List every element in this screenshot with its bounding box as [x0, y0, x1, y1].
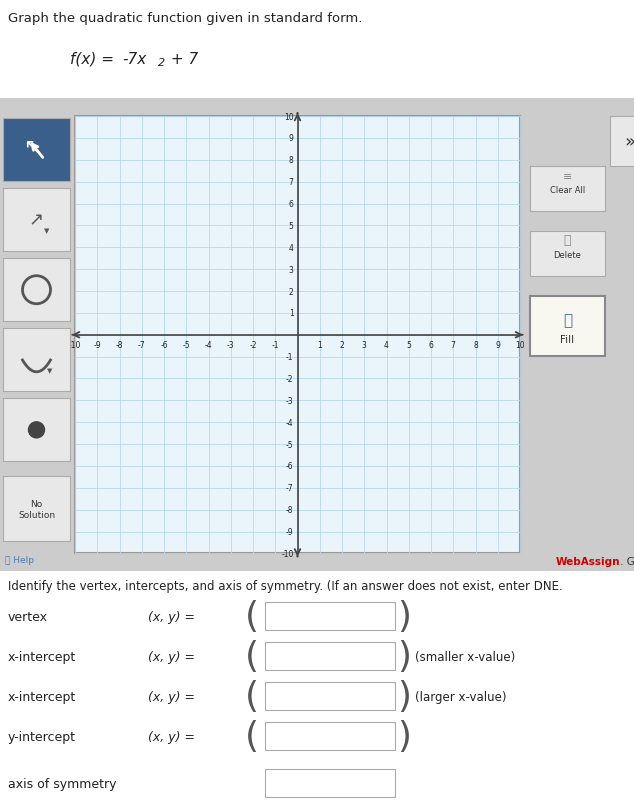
Text: ): )	[397, 599, 411, 633]
Bar	[3, 119, 70, 182]
Text: -3: -3	[227, 341, 235, 350]
Text: 6: 6	[429, 341, 434, 350]
Text: -8: -8	[116, 341, 123, 350]
Text: -5: -5	[183, 341, 190, 350]
Text: 7: 7	[451, 341, 456, 350]
Text: (larger x-value): (larger x-value)	[415, 690, 507, 703]
Bar	[3, 328, 70, 392]
Text: (x, y) =: (x, y) =	[148, 690, 195, 703]
Text: -3: -3	[286, 397, 294, 406]
Bar	[265, 769, 395, 797]
Bar	[265, 642, 395, 671]
Text: -10: -10	[281, 549, 294, 558]
Text: 2: 2	[340, 341, 344, 350]
Text: No
Solution: No Solution	[18, 500, 55, 519]
Bar	[265, 723, 395, 750]
Bar	[75, 117, 520, 554]
Text: 🖌: 🖌	[563, 312, 572, 328]
Text: -6: -6	[286, 462, 294, 471]
Text: ): )	[397, 680, 411, 714]
Text: axis of symmetry: axis of symmetry	[8, 777, 117, 790]
Text: ↗: ↗	[29, 212, 44, 230]
Text: 4: 4	[384, 341, 389, 350]
Text: ⓘ Help: ⓘ Help	[5, 556, 34, 564]
Text: Clear All: Clear All	[550, 186, 585, 195]
Bar	[3, 189, 70, 252]
Text: y-intercept: y-intercept	[8, 730, 76, 743]
Bar	[3, 259, 70, 322]
Bar	[3, 399, 70, 461]
Text: ): )	[397, 640, 411, 673]
Circle shape	[29, 423, 44, 438]
Bar	[530, 167, 605, 212]
Text: -4: -4	[286, 418, 294, 427]
Text: -2: -2	[249, 341, 257, 350]
Text: Fill: Fill	[560, 335, 574, 345]
Text: (smaller x-value): (smaller x-value)	[415, 650, 515, 663]
Text: 9: 9	[495, 341, 500, 350]
Text: 3: 3	[288, 265, 294, 274]
Text: ▼: ▼	[44, 227, 49, 234]
Bar	[530, 297, 605, 357]
Text: x-intercept: x-intercept	[8, 650, 76, 663]
Text: . Graphing Tool: . Graphing Tool	[620, 557, 634, 567]
Text: 8: 8	[473, 341, 478, 350]
Text: vertex: vertex	[8, 610, 48, 623]
Bar	[265, 682, 395, 710]
Text: (: (	[245, 719, 259, 753]
Bar	[3, 477, 70, 542]
Text: -10: -10	[69, 341, 81, 350]
Text: (: (	[245, 599, 259, 633]
Text: 8: 8	[288, 157, 294, 165]
Text: 7: 7	[288, 178, 294, 187]
Text: Graph the quadratic function given in standard form.: Graph the quadratic function given in st…	[8, 12, 363, 25]
Text: x-intercept: x-intercept	[8, 690, 76, 703]
Text: (: (	[245, 640, 259, 673]
Text: -1: -1	[271, 341, 279, 350]
Text: 1: 1	[288, 309, 294, 318]
Text: 5: 5	[288, 221, 294, 230]
Text: -9: -9	[93, 341, 101, 350]
Text: 10: 10	[515, 341, 525, 350]
Text: 5: 5	[406, 341, 411, 350]
Text: WebAssign: WebAssign	[555, 557, 620, 567]
Text: ): )	[397, 719, 411, 753]
Text: (x, y) =: (x, y) =	[148, 730, 195, 743]
Text: -2: -2	[286, 375, 294, 384]
Text: -7x: -7x	[122, 51, 146, 67]
Text: Delete: Delete	[553, 251, 581, 260]
Text: -9: -9	[286, 527, 294, 536]
Text: ↖: ↖	[23, 135, 40, 156]
Text: -7: -7	[286, 483, 294, 493]
Text: 🗑: 🗑	[564, 234, 571, 247]
Text: 1: 1	[318, 341, 322, 350]
Text: -6: -6	[160, 341, 168, 350]
Bar	[530, 232, 605, 277]
Text: 9: 9	[288, 135, 294, 144]
Text: -4: -4	[205, 341, 212, 350]
Text: -7: -7	[138, 341, 146, 350]
Text: 6: 6	[288, 200, 294, 208]
Bar	[265, 603, 395, 631]
Text: »: »	[624, 133, 634, 151]
Text: f(x) =: f(x) =	[70, 51, 119, 67]
Text: 10: 10	[284, 113, 294, 122]
Text: (x, y) =: (x, y) =	[148, 650, 195, 663]
Text: -8: -8	[286, 505, 294, 514]
Text: -5: -5	[286, 440, 294, 449]
Text: ▼: ▼	[47, 367, 52, 373]
Text: (: (	[245, 680, 259, 714]
Text: 2: 2	[158, 58, 165, 68]
Text: Identify the vertex, intercepts, and axis of symmetry. (If an answer does not ex: Identify the vertex, intercepts, and axi…	[8, 580, 563, 593]
Text: 3: 3	[362, 341, 366, 350]
Text: 4: 4	[288, 243, 294, 252]
Text: ≡: ≡	[563, 172, 573, 182]
Text: (x, y) =: (x, y) =	[148, 610, 195, 623]
Text: + 7: + 7	[166, 51, 198, 67]
Text: -1: -1	[286, 353, 294, 362]
Bar	[610, 117, 634, 167]
Text: 2: 2	[288, 287, 294, 296]
